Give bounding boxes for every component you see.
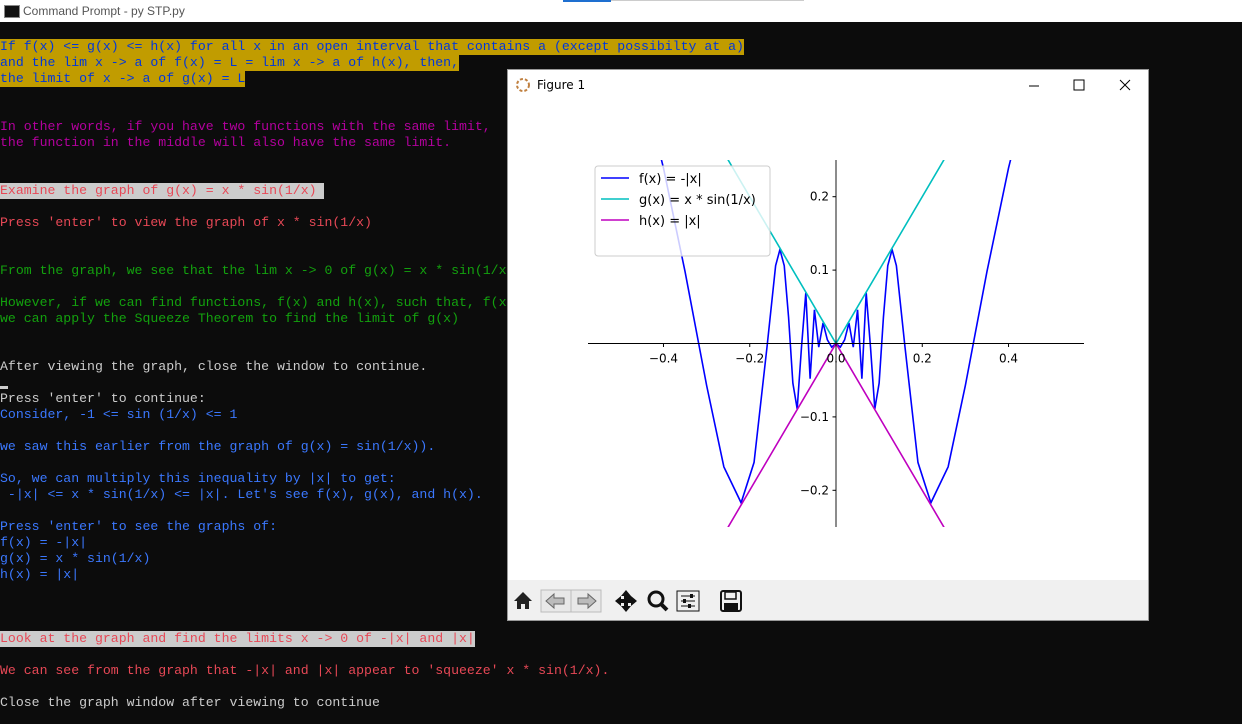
y-tick-label: −0.2 (800, 483, 829, 497)
console-line: From the graph, we see that the lim x ->… (0, 263, 507, 278)
legend-label: g(x) = x * sin(1/x) (639, 193, 756, 208)
console-titlebar: Command Prompt - py STP.py (0, 0, 1242, 22)
figure-icon (516, 78, 530, 92)
console-line: we can apply the Squeeze Theorem to find… (0, 311, 459, 326)
x-tick-label: −0.2 (735, 352, 764, 366)
toolbar (508, 580, 1148, 620)
console-line: Look at the graph and find the limits x … (0, 631, 475, 647)
legend-label: f(x) = -|x| (639, 172, 702, 187)
console-line: we saw this earlier from the graph of g(… (0, 439, 436, 454)
console-line: -|x| <= x * sin(1/x) <= |x|. Let's see f… (0, 487, 483, 502)
legend-label: h(x) = |x| (639, 214, 701, 229)
forward-button[interactable] (570, 589, 602, 613)
back-button[interactable] (540, 589, 572, 613)
tab-indicator (563, 0, 611, 2)
console-line: If f(x) <= g(x) <= h(x) for all x in an … (0, 39, 744, 55)
tab-indicator (611, 0, 804, 1)
console-line: Close the graph window after viewing to … (0, 695, 380, 710)
x-tick-label: −0.4 (649, 352, 678, 366)
save-button[interactable] (720, 590, 742, 612)
x-tick-label: 0.2 (913, 352, 932, 366)
console-line: and the lim x -> a of f(x) = L = lim x -… (0, 55, 459, 71)
console-line: Press 'enter' to continue: (0, 391, 206, 406)
configure-button[interactable] (676, 590, 700, 612)
legend: f(x) = -|x| g(x) = x * sin(1/x) h(x) = |x| (594, 165, 771, 257)
maximize-button[interactable] (1073, 79, 1085, 91)
window-title: Command Prompt - py STP.py (23, 4, 185, 18)
console-line: In other words, if you have two function… (0, 119, 491, 134)
console-line: f(x) = -|x| (0, 535, 88, 550)
figure: Figure 1 −0.4 −0.2 0.0 0.2 0.4 −0.2 −0.1 0.1 0.2… (508, 70, 1148, 620)
legend-box (594, 165, 771, 257)
console-line: Press 'enter' to view the graph of x * s… (0, 215, 372, 230)
figure-titlebar (508, 70, 1148, 100)
console-line: So, we can multiply this inequality by |… (0, 471, 396, 486)
console-line: h(x) = |x| (0, 567, 80, 582)
y-tick-label: 0.2 (810, 190, 829, 204)
console-line: However, if we can find functions, f(x) … (0, 295, 507, 310)
console-line: We can see from the graph that -|x| and … (0, 663, 610, 678)
y-tick-label: −0.1 (800, 410, 829, 424)
figure-title: Figure 1 (537, 78, 585, 92)
x-tick-label: 0.0 (826, 352, 845, 366)
y-tick-label: 0.1 (810, 263, 829, 277)
console-line: Consider, -1 <= sin (1/x) <= 1 (0, 407, 238, 422)
console-line: After viewing the graph, close the windo… (0, 359, 428, 374)
console-icon (4, 5, 20, 18)
figure-window: Figure 1 −0.4 −0.2 0.0 0.2 0.4 −0.2 −0.1 0.1 0.2… (508, 70, 1148, 620)
console-line: Examine the graph of g(x) = x * sin(1/x) (0, 183, 325, 199)
console-line: g(x) = x * sin(1/x) (0, 551, 151, 566)
x-tick-label: 0.4 (999, 352, 1018, 366)
console-line: the function in the middle will also hav… (0, 135, 452, 150)
zoom-button[interactable] (647, 590, 669, 612)
console-line: the limit of x -> a of g(x) = L (0, 71, 246, 87)
close-button[interactable] (1119, 79, 1131, 91)
home-button[interactable] (514, 592, 532, 609)
pan-button[interactable] (615, 590, 637, 612)
console-line: Press 'enter' to see the graphs of: (0, 519, 277, 534)
cursor (0, 386, 8, 389)
